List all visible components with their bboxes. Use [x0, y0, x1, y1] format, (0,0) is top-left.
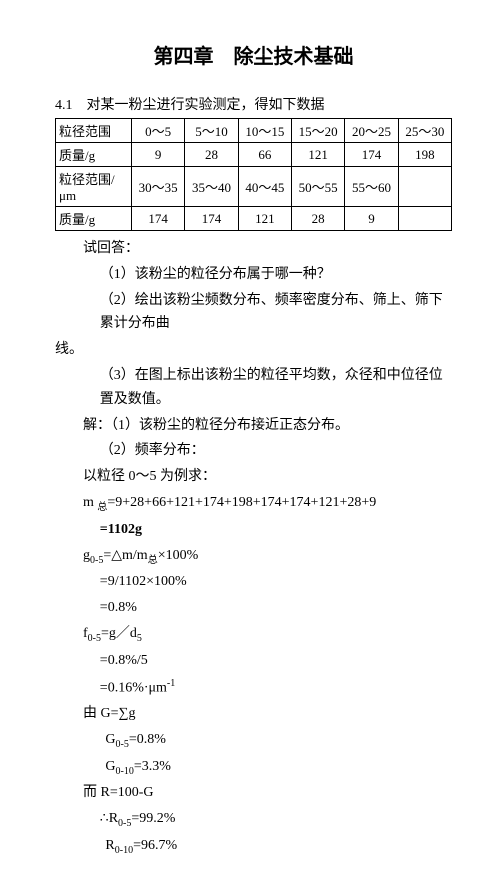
table-cell [398, 207, 451, 231]
row-label: 质量/g [56, 207, 132, 231]
formula-line: =0.8%/5 [55, 649, 452, 673]
table-cell: 15～20 [291, 119, 344, 143]
table-row: 质量/g 174 174 121 28 9 [56, 207, 452, 231]
table-cell: 55～60 [345, 167, 398, 207]
table-cell: 5～10 [185, 119, 238, 143]
table-cell: 174 [345, 143, 398, 167]
table-cell: 35～40 [185, 167, 238, 207]
table-cell: 50～55 [291, 167, 344, 207]
table-cell: 10～15 [238, 119, 291, 143]
formula-line: G0-10=3.3% [55, 755, 452, 780]
table-cell [398, 167, 451, 207]
formula-line: m 总=9+28+66+121+174+198+174+174+121+28+9 [55, 491, 452, 516]
table-cell: 9 [345, 207, 398, 231]
row-label: 粒径范围/μm [56, 167, 132, 207]
formula-line: =0.8% [55, 596, 452, 620]
data-table: 粒径范围 0～5 5～10 10～15 15～20 20～25 25～30 质量… [55, 118, 452, 231]
text-line: 以粒径 0～5 为例求： [55, 465, 452, 489]
table-cell: 121 [238, 207, 291, 231]
table-row: 粒径范围 0～5 5～10 10～15 15～20 20～25 25～30 [56, 119, 452, 143]
text-line: （1）该粉尘的粒径分布属于哪一种？ [55, 263, 452, 287]
table-cell: 198 [398, 143, 451, 167]
formula-line: =9/1102×100% [55, 570, 452, 594]
section-heading: 4.1 对某一粉尘进行实验测定，得如下数据 [55, 94, 452, 114]
table-cell: 121 [291, 143, 344, 167]
formula-line: G0-5=0.8% [55, 728, 452, 753]
table-row: 粒径范围/μm 30～35 35～40 40～45 50～55 55～60 [56, 167, 452, 207]
table-cell: 9 [132, 143, 185, 167]
formula-line: R0-10=96.7% [55, 834, 452, 859]
table-cell: 174 [132, 207, 185, 231]
table-cell: 28 [185, 143, 238, 167]
table-row: 质量/g 9 28 66 121 174 198 [56, 143, 452, 167]
formula-line: ∴R0-5=99.2% [55, 807, 452, 832]
row-label: 质量/g [56, 143, 132, 167]
text-line: （3）在图上标出该粉尘的粒径平均数，众径和中位径位置及数值。 [55, 364, 452, 412]
formula-line: 而 R=100-G [55, 781, 452, 805]
chapter-title: 第四章 除尘技术基础 [55, 40, 452, 69]
table-cell: 28 [291, 207, 344, 231]
row-label: 粒径范围 [56, 119, 132, 143]
table-cell: 0～5 [132, 119, 185, 143]
text-line: （2）频率分布： [55, 439, 452, 463]
table-cell: 66 [238, 143, 291, 167]
table-cell: 40～45 [238, 167, 291, 207]
text-line: （2）绘出该粉尘频数分布、频率密度分布、筛上、筛下累计分布曲 [55, 289, 452, 337]
table-cell: 20～25 [345, 119, 398, 143]
formula-line: =0.16%·μm-1 [55, 675, 452, 700]
text-line: 试回答： [55, 237, 452, 261]
formula-line: f0-5=g／d5 [55, 622, 452, 647]
table-cell: 25～30 [398, 119, 451, 143]
text-line: 线。 [55, 338, 452, 362]
formula-line: 由 G=∑g [55, 702, 452, 726]
formula-line: g0-5=△m/m总×100% [55, 544, 452, 569]
table-cell: 30～35 [132, 167, 185, 207]
table-cell: 174 [185, 207, 238, 231]
text-line: 解：（1）该粉尘的粒径分布接近正态分布。 [55, 414, 452, 438]
formula-line: =1102g [55, 518, 452, 542]
